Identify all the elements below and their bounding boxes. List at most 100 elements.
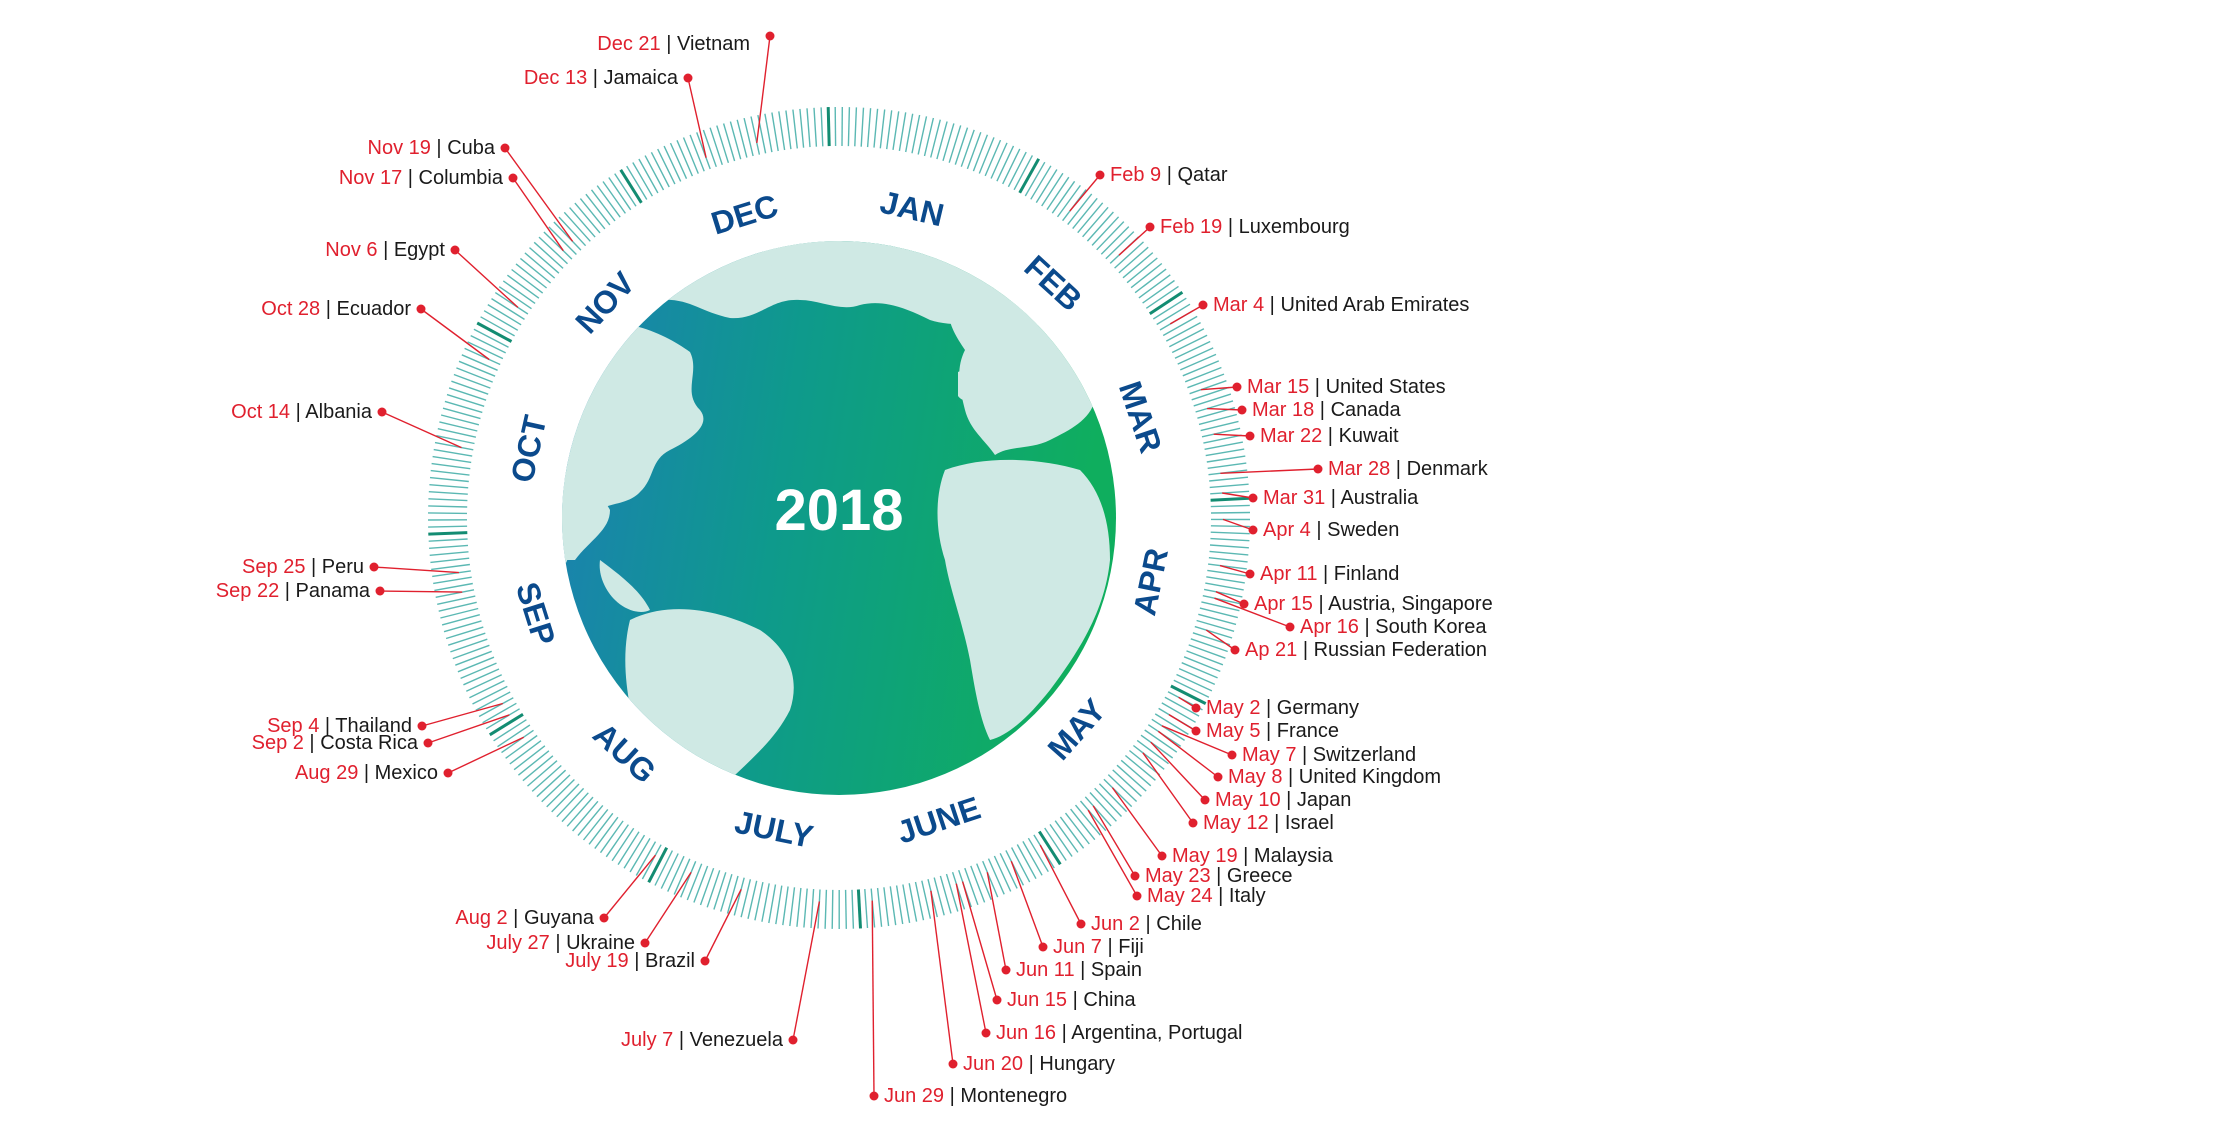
event-country: Hungary	[1039, 1053, 1115, 1075]
event-country: China	[1083, 989, 1136, 1011]
event-country: Vietnam	[677, 33, 750, 55]
month-label-june: JUNE	[893, 790, 985, 851]
event-dot	[1096, 171, 1105, 180]
event-separator: |	[1296, 744, 1312, 766]
month-label-sep: SEP	[509, 578, 563, 650]
event-label: May 7 | Switzerland	[1242, 744, 1416, 766]
day-tick	[852, 890, 853, 929]
day-tick	[466, 675, 501, 692]
event-country: Mexico	[375, 762, 438, 784]
day-tick	[1209, 558, 1248, 562]
event-country: Ecuador	[337, 298, 412, 320]
event-connector-line	[1151, 742, 1205, 800]
event-connector-line	[455, 250, 518, 307]
event-label: Dec 21 | Vietnam	[597, 33, 750, 55]
event-separator: |	[1102, 936, 1118, 958]
day-tick	[455, 651, 491, 665]
event-date: May 24	[1147, 885, 1213, 907]
event-dot	[684, 74, 693, 83]
day-tick	[449, 388, 486, 400]
day-tick	[1211, 505, 1250, 506]
day-tick	[701, 868, 714, 905]
day-tick	[793, 110, 797, 149]
day-tick	[694, 866, 708, 903]
day-tick	[916, 882, 924, 920]
event-country: Japan	[1297, 789, 1352, 811]
event-separator: |	[1322, 425, 1338, 447]
day-tick	[1195, 627, 1232, 638]
event-label: Sep 2 | Costa Rica	[252, 732, 419, 754]
event-dot	[1233, 383, 1242, 392]
day-tick	[755, 882, 763, 920]
day-tick	[912, 115, 920, 153]
event-separator: |	[431, 137, 447, 159]
event-date: Sep 25	[242, 556, 305, 578]
day-tick	[664, 146, 681, 181]
event-label: Mar 4 | United Arab Emirates	[1213, 294, 1469, 316]
event-label: Mar 15 | United States	[1247, 376, 1446, 398]
event-date: Oct 14	[231, 401, 290, 423]
event-connector-line	[1088, 810, 1137, 896]
event-label: Nov 19 | Cuba	[368, 137, 496, 159]
day-tick	[431, 565, 470, 570]
event-date: Mar 22	[1260, 425, 1322, 447]
event-date: Dec 21	[597, 33, 660, 55]
day-tick	[1211, 532, 1250, 534]
event-separator: |	[1140, 913, 1156, 935]
event-country: Australia	[1340, 487, 1419, 509]
event-dot	[1240, 600, 1249, 609]
event-separator: |	[305, 556, 321, 578]
south-america-landmass	[625, 609, 793, 820]
day-tick	[465, 348, 501, 364]
month-boundary-tick	[1211, 498, 1250, 500]
event-label: May 8 | United Kingdom	[1228, 766, 1441, 788]
event-dot	[1133, 892, 1142, 901]
day-tick	[1008, 152, 1026, 187]
day-tick	[429, 539, 468, 541]
event-separator: |	[1359, 616, 1375, 638]
event-date: May 12	[1203, 812, 1269, 834]
day-tick	[1183, 361, 1219, 376]
event-separator: |	[1260, 720, 1276, 742]
day-tick	[804, 889, 807, 928]
day-tick	[1211, 513, 1250, 514]
day-tick	[1172, 335, 1207, 352]
event-separator: |	[1281, 789, 1297, 811]
day-tick	[878, 888, 882, 927]
event-date: May 2	[1206, 697, 1260, 719]
event-label: Jun 29 | Montenegro	[884, 1085, 1067, 1107]
day-tick	[832, 890, 833, 929]
event-date: Jun 15	[1007, 989, 1067, 1011]
month-boundary-tick	[858, 890, 860, 929]
event-dot	[641, 939, 650, 948]
day-tick	[1205, 442, 1243, 449]
event-country: Denmark	[1407, 458, 1489, 480]
day-tick	[677, 140, 692, 176]
day-tick	[434, 584, 472, 591]
event-country: France	[1277, 720, 1339, 742]
day-tick	[1210, 545, 1249, 548]
month-label-oct: OCT	[504, 412, 554, 486]
day-tick	[1206, 577, 1245, 583]
day-tick	[1194, 394, 1231, 406]
day-tick	[797, 888, 801, 927]
day-tick	[661, 854, 678, 889]
day-tick	[848, 107, 849, 146]
event-country: Switzerland	[1313, 744, 1416, 766]
event-dot	[417, 305, 426, 314]
event-date: Sep 22	[216, 580, 279, 602]
day-tick	[717, 126, 729, 163]
day-tick	[674, 859, 690, 895]
day-tick	[1003, 149, 1020, 184]
event-country: Peru	[322, 556, 364, 578]
event-separator: |	[279, 580, 295, 602]
event-date: Mar 28	[1328, 458, 1390, 480]
event-date: Nov 6	[325, 239, 377, 261]
day-tick	[887, 110, 892, 149]
day-tick	[447, 395, 484, 407]
event-connector-line	[1170, 305, 1203, 324]
event-label: Oct 14 | Albania	[231, 401, 373, 423]
event-connector-line	[1207, 409, 1242, 410]
day-tick	[874, 109, 878, 148]
